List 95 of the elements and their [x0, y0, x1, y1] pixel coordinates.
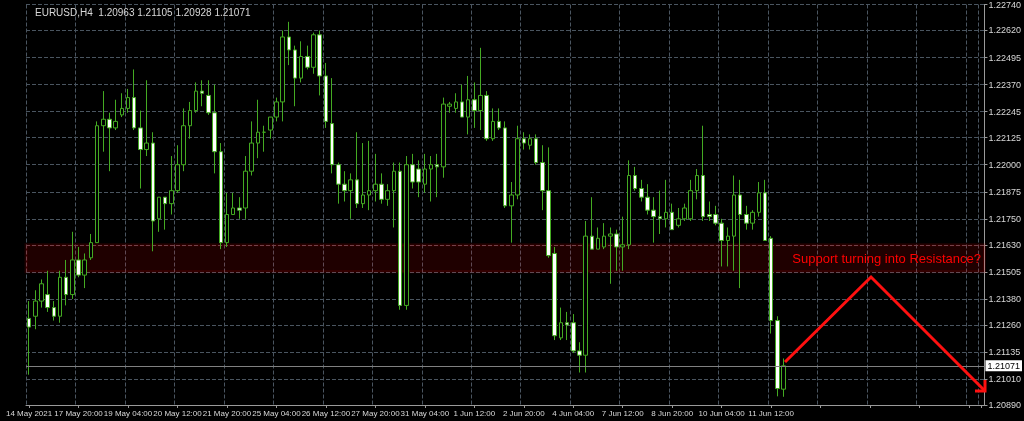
candlestick [299, 40, 303, 83]
candlestick [324, 62, 328, 129]
candlestick [330, 77, 334, 174]
candlestick [225, 192, 229, 248]
candlestick [738, 179, 742, 289]
candlestick [126, 88, 130, 114]
x-tick-label: 21 May 20:00 [202, 408, 252, 418]
y-tick-label: 1.21505 [988, 266, 1022, 277]
candlestick [231, 192, 235, 215]
candlestick [157, 196, 161, 233]
x-tick-label: 20 May 12:00 [153, 408, 203, 418]
candlestick [392, 162, 396, 228]
candlestick [757, 181, 761, 218]
candlestick [89, 233, 93, 261]
candlestick [200, 79, 204, 107]
candlestick [58, 270, 62, 324]
candlestick [435, 153, 439, 198]
chart-title: EURUSD,H4 1.20963 1.21105 1.20928 1.21071 [35, 6, 251, 18]
candlestick [497, 107, 501, 131]
candlestick [454, 92, 458, 114]
candlestick [522, 131, 526, 151]
x-tick-label: 31 May 04:00 [400, 408, 450, 418]
candlestick [633, 166, 637, 192]
candlestick [64, 259, 68, 306]
candlestick [361, 142, 365, 209]
candlestick [262, 125, 266, 153]
candlestick [565, 311, 569, 341]
y-tick-label: 1.21010 [988, 374, 1022, 385]
candlestick [151, 131, 155, 252]
candlestick [602, 222, 606, 250]
candlestick [52, 300, 56, 322]
x-tick-label: 27 May 20:00 [351, 408, 401, 418]
candlestick [355, 131, 359, 209]
band-label: Support turning into Resistance? [792, 250, 981, 266]
x-tick-label: 1 Jun 12:00 [453, 408, 496, 418]
y-tick-label: 1.22370 [988, 79, 1022, 90]
y-tick-label: 1.22620 [988, 25, 1022, 36]
y-tick-label: 1.22740 [988, 0, 1022, 10]
candlestick [132, 68, 136, 131]
y-tick-label: 1.22000 [988, 159, 1022, 170]
candlestick [398, 162, 402, 311]
x-tick-label: 25 May 04:00 [252, 408, 302, 418]
x-tick-label: 11 Jun 12:00 [748, 408, 795, 418]
candlestick [726, 226, 730, 267]
y-tick-label: 1.21260 [988, 319, 1022, 330]
x-tick-label: 17 May 20:00 [54, 408, 104, 418]
candlestick [423, 153, 427, 194]
candlestick [627, 159, 631, 250]
x-tick-label: 7 Jun 12:00 [601, 408, 645, 418]
x-tick-label: 19 May 04:00 [103, 408, 153, 418]
y-tick-label: 1.22495 [988, 52, 1022, 63]
y-tick-label: 1.21135 [988, 346, 1021, 357]
candlestick [596, 226, 600, 250]
candlestick [701, 125, 705, 222]
y-tick-label: 1.22245 [988, 106, 1022, 117]
candlestick [732, 175, 736, 272]
x-tick-label: 8 Jun 20:00 [651, 408, 694, 418]
candlestick [763, 179, 767, 241]
candlestick [367, 140, 371, 211]
candlestick [528, 133, 532, 151]
candlestick [670, 203, 674, 231]
x-tick-label: 2 Jun 20:00 [502, 408, 546, 418]
candlestick [163, 196, 167, 231]
candlestick [491, 107, 495, 142]
candlestick [534, 133, 538, 166]
y-tick-label: 1.21875 [988, 186, 1022, 197]
candlestick [287, 21, 291, 66]
y-tick-label: 1.22125 [988, 132, 1022, 143]
candlestick [95, 120, 99, 244]
y-tick-label: 1.21630 [988, 239, 1022, 250]
candlestick [256, 99, 260, 159]
ref-line-label: 1.21071 [987, 360, 1021, 371]
candlestick [769, 235, 773, 335]
x-tick-label: 4 Jun 04:00 [552, 408, 595, 418]
candlestick [460, 84, 464, 118]
x-tick-label: 26 May 12:00 [301, 408, 351, 418]
x-tick-label: 10 Jun 04:00 [698, 408, 746, 418]
candlestick [219, 142, 223, 250]
y-tick-label: 1.21380 [988, 293, 1022, 304]
candlestick [120, 92, 124, 118]
candlestick [188, 101, 192, 140]
candlestick [503, 120, 507, 209]
candlestick [695, 168, 699, 200]
candlestick [293, 45, 297, 107]
candlestick [466, 75, 470, 135]
candlestick [590, 196, 594, 250]
candlestick [664, 179, 668, 228]
candlestick [429, 155, 433, 202]
y-tick-label: 1.21750 [988, 213, 1022, 224]
candlestick [559, 307, 563, 341]
candlestick [194, 81, 198, 114]
candlestick [27, 300, 31, 376]
candlestick [658, 190, 662, 235]
x-tick-label: 14 May 2021 [5, 408, 53, 418]
y-tick-label: 1.20890 [988, 400, 1022, 410]
